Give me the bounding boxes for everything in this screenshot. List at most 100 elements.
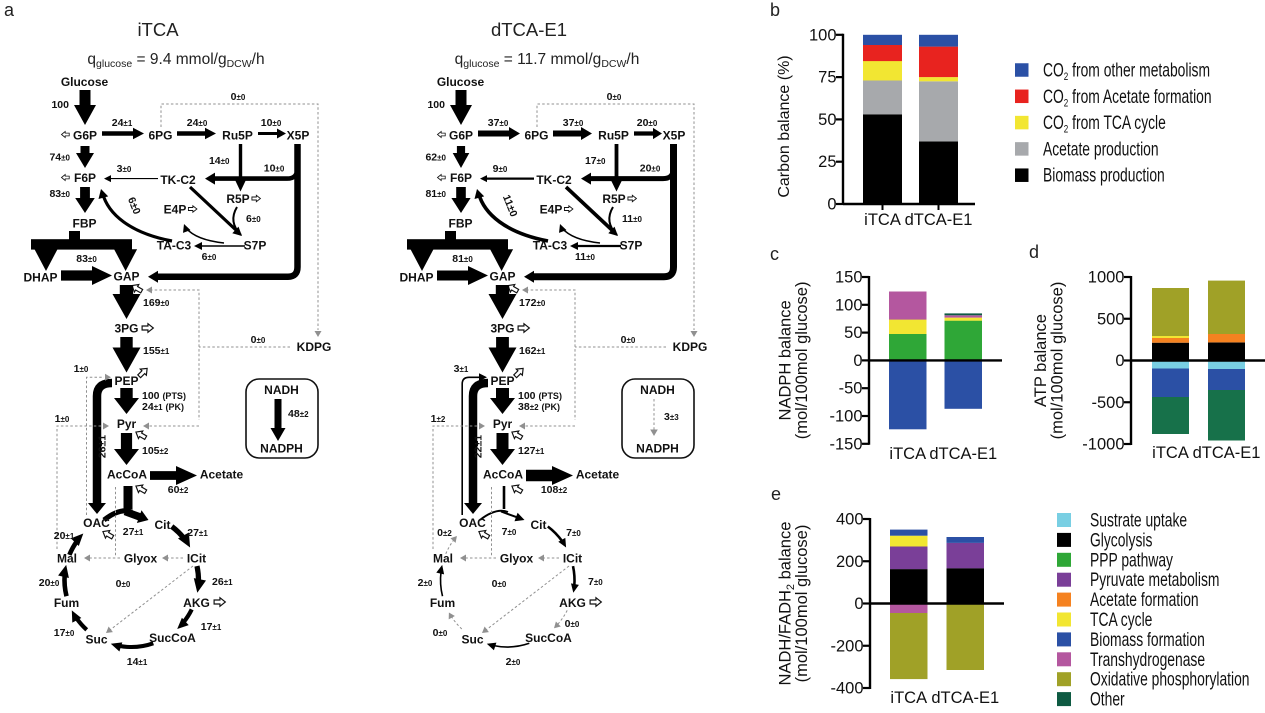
svg-text:Sustrate uptake: Sustrate uptake (1090, 509, 1187, 531)
svg-text:100 (PTS): 100 (PTS) (142, 390, 186, 402)
svg-text:Ru5P: Ru5P (222, 129, 253, 143)
svg-text:FBP: FBP (73, 217, 97, 231)
svg-text:CO2 from other metabolism: CO2 from other metabolism (1043, 59, 1210, 83)
svg-text:17±0: 17±0 (585, 155, 606, 167)
svg-text:500: 500 (1097, 310, 1125, 328)
svg-text:OAC: OAC (459, 516, 486, 530)
svg-text:NADH: NADH (640, 383, 675, 397)
svg-text:37±0: 37±0 (563, 117, 584, 129)
svg-text:60±2: 60±2 (168, 484, 189, 496)
svg-text:e: e (771, 484, 781, 504)
svg-text:10±0: 10±0 (261, 117, 282, 129)
svg-text:Glycolysis: Glycolysis (1090, 529, 1152, 551)
svg-text:62±0: 62±0 (425, 152, 446, 164)
svg-text:X5P: X5P (287, 129, 310, 143)
svg-text:150: 150 (835, 269, 863, 287)
svg-text:11±0: 11±0 (575, 251, 596, 263)
svg-text:172±0: 172±0 (519, 297, 546, 309)
svg-text:0: 0 (1115, 352, 1124, 370)
svg-text:2±0: 2±0 (418, 577, 433, 589)
svg-text:GAP: GAP (489, 270, 515, 284)
svg-text:10±0: 10±0 (264, 163, 285, 175)
svg-text:0: 0 (827, 196, 836, 214)
svg-text:6PG: 6PG (524, 129, 548, 143)
svg-text:24±1: 24±1 (112, 117, 133, 129)
svg-text:20±1: 20±1 (54, 530, 75, 542)
svg-text:17±0: 17±0 (54, 627, 75, 639)
svg-text:26±1: 26±1 (97, 435, 109, 458)
svg-text:-150: -150 (829, 435, 862, 453)
svg-text:dTCA-E1: dTCA-E1 (491, 19, 567, 40)
svg-text:KDPG: KDPG (673, 340, 708, 354)
svg-text:Pyr: Pyr (493, 417, 513, 431)
svg-text:X5P: X5P (663, 129, 686, 143)
svg-text:NADH: NADH (264, 383, 299, 397)
svg-text:100: 100 (809, 26, 837, 44)
svg-text:a: a (4, 0, 15, 20)
svg-text:400: 400 (836, 511, 864, 529)
svg-text:7±0: 7±0 (588, 576, 603, 588)
svg-text:Cit: Cit (155, 518, 171, 532)
svg-text:Suc: Suc (85, 633, 107, 647)
svg-text:100: 100 (835, 296, 863, 314)
svg-text:-500: -500 (1091, 394, 1124, 412)
svg-text:Biomass formation: Biomass formation (1090, 629, 1205, 651)
svg-text:0: 0 (854, 595, 863, 613)
svg-text:Mal: Mal (57, 552, 77, 566)
svg-text:155±1: 155±1 (143, 345, 170, 357)
svg-text:S7P: S7P (620, 239, 643, 253)
svg-text:ICit: ICit (187, 552, 206, 566)
svg-text:37±0: 37±0 (488, 117, 509, 129)
svg-text:9±0: 9±0 (493, 163, 508, 175)
svg-text:dTCA-E1: dTCA-E1 (905, 211, 973, 229)
svg-text:Mal: Mal (433, 552, 453, 566)
svg-text:DHAP: DHAP (23, 271, 57, 285)
svg-text:100: 100 (427, 99, 445, 111)
svg-text:Carbon balance (%): Carbon balance (%) (776, 55, 793, 197)
svg-text:Fum: Fum (430, 596, 455, 610)
svg-text:iTCA: iTCA (137, 19, 179, 40)
svg-text:75: 75 (818, 69, 836, 87)
svg-text:NADPH: NADPH (260, 442, 303, 456)
svg-text:1±0: 1±0 (74, 363, 89, 375)
svg-text:ICit: ICit (563, 552, 582, 566)
svg-text:3PG: 3PG (114, 322, 138, 336)
svg-text:PPP pathway: PPP pathway (1090, 549, 1174, 571)
svg-text:AcCoA: AcCoA (107, 468, 147, 482)
svg-text:Oxidative phosphorylation: Oxidative phosphorylation (1090, 669, 1250, 691)
svg-text:Glyox: Glyox (500, 552, 534, 566)
svg-text:(mol/100mol glucose): (mol/100mol glucose) (793, 525, 811, 683)
svg-text:Pyr: Pyr (117, 417, 137, 431)
svg-text:Transhydrogenase: Transhydrogenase (1090, 649, 1205, 671)
svg-text:NADPH balance: NADPH balance (777, 300, 795, 420)
svg-text:108±2: 108±2 (541, 484, 568, 496)
svg-text:100: 100 (51, 99, 69, 111)
svg-text:Acetate: Acetate (576, 468, 620, 482)
svg-text:iTCA: iTCA (889, 445, 926, 463)
svg-text:0±2: 0±2 (437, 527, 452, 539)
svg-text:OAC: OAC (83, 516, 110, 530)
svg-text:Cit: Cit (531, 518, 547, 532)
svg-text:50: 50 (844, 324, 862, 342)
svg-text:(mol/100mol glucose): (mol/100mol glucose) (1048, 282, 1066, 440)
svg-text:3PG: 3PG (490, 322, 514, 336)
svg-text:F6P: F6P (74, 171, 96, 185)
svg-text:100 (PTS): 100 (PTS) (518, 390, 562, 402)
svg-text:48±2: 48±2 (288, 408, 309, 420)
svg-text:24±0: 24±0 (187, 117, 208, 129)
svg-text:CO2 from TCA cycle: CO2 from TCA cycle (1043, 112, 1166, 136)
svg-text:20±0: 20±0 (637, 117, 658, 129)
svg-text:27±1: 27±1 (123, 526, 144, 538)
svg-text:TA-C3: TA-C3 (533, 239, 568, 253)
svg-text:dTCA-E1: dTCA-E1 (929, 445, 997, 463)
svg-text:162±1: 162±1 (519, 345, 546, 357)
svg-text:Suc: Suc (461, 633, 483, 647)
svg-text:20±0: 20±0 (640, 163, 661, 175)
svg-text:E4P: E4P (164, 203, 187, 217)
svg-text:TK-C2: TK-C2 (160, 173, 196, 187)
svg-text:3±1: 3±1 (454, 363, 469, 375)
svg-text:74±0: 74±0 (49, 152, 70, 164)
svg-text:105±2: 105±2 (142, 445, 169, 457)
svg-text:169±0: 169±0 (143, 297, 170, 309)
svg-text:SucCoA: SucCoA (525, 631, 572, 645)
